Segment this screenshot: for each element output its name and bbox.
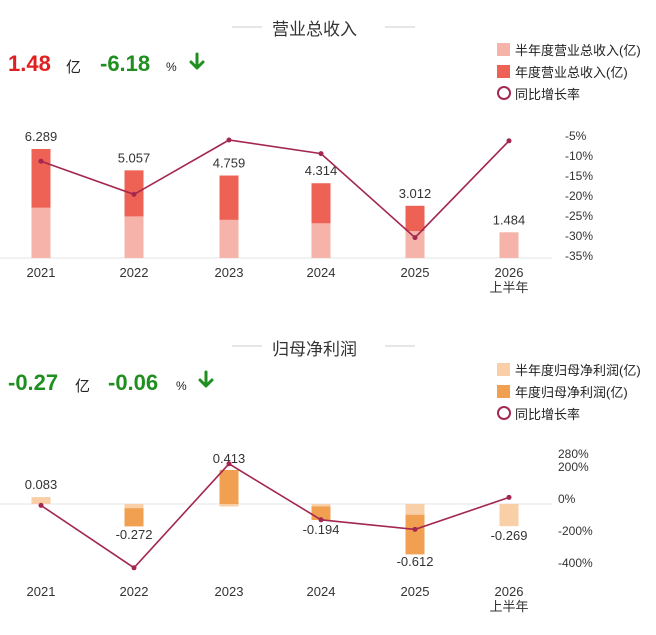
profit-legend: 半年度归母净利润(亿) 年度归母净利润(亿) 同比增长率 bbox=[497, 358, 641, 424]
profit-growth-point bbox=[226, 461, 232, 467]
annual-profit-bar bbox=[219, 470, 239, 504]
revenue-data-label: 1.484 bbox=[493, 212, 526, 227]
revenue-x-tick-label: 2026 bbox=[495, 265, 524, 280]
annual-revenue-bar bbox=[405, 205, 425, 232]
annual-revenue-bar bbox=[219, 175, 239, 220]
legend-item[interactable]: 半年度营业总收入(亿) bbox=[497, 38, 641, 60]
revenue-data-label: 6.289 bbox=[25, 129, 58, 144]
profit-growth-point bbox=[412, 526, 418, 532]
revenue-kpi-value: 1.48 bbox=[8, 51, 51, 76]
revenue-y2-tick-label: -35% bbox=[565, 249, 593, 263]
half-year-revenue-bar bbox=[405, 231, 425, 258]
profit-y2-tick-label: 200% bbox=[558, 460, 589, 474]
legend-label: 年度营业总收入(亿) bbox=[515, 64, 628, 80]
profit-data-label: 0.083 bbox=[25, 477, 58, 492]
revenue-data-label: 4.759 bbox=[213, 156, 246, 171]
profit-x-tick-label: 上半年 bbox=[489, 599, 528, 614]
legend-item[interactable]: 年度营业总收入(亿) bbox=[497, 60, 641, 82]
profit-data-label: 0.413 bbox=[213, 451, 246, 466]
profit-x-tick-label: 2022 bbox=[120, 584, 149, 599]
half-year-profit-bar bbox=[405, 504, 425, 515]
profit-kpi-value: -0.27 bbox=[8, 370, 59, 395]
half-year-revenue-bar bbox=[31, 207, 51, 258]
revenue-y2-tick-label: -20% bbox=[565, 189, 593, 203]
revenue-x-tick-label: 2022 bbox=[120, 265, 149, 280]
revenue-y2-tick-label: -5% bbox=[565, 129, 587, 143]
profit-kpi-change: -0.06 bbox=[108, 370, 159, 395]
legend-item[interactable]: 同比增长率 bbox=[497, 82, 641, 104]
half-year-revenue-bar bbox=[311, 223, 331, 258]
revenue-kpi-unit: 亿 bbox=[66, 59, 82, 76]
annual-profit-bar bbox=[405, 514, 425, 555]
revenue-legend: 半年度营业总收入(亿) 年度营业总收入(亿) 同比增长率 bbox=[497, 38, 641, 104]
profit-y2-tick-label: 280% bbox=[558, 447, 589, 461]
revenue-title: 营业总收入 bbox=[272, 20, 357, 39]
profit-y2-tick-label: -400% bbox=[558, 556, 593, 570]
legend-label: 年度归母净利润(亿) bbox=[515, 384, 628, 400]
revenue-growth-point bbox=[506, 138, 512, 144]
revenue-growth-line bbox=[40, 139, 510, 239]
legend-label: 半年度归母净利润(亿) bbox=[515, 362, 641, 378]
annual-profit-bar bbox=[31, 497, 51, 504]
profit-growth-point bbox=[38, 502, 44, 508]
profit-y2-tick-label: 0% bbox=[558, 492, 576, 506]
half-year-revenue-bar bbox=[219, 219, 239, 258]
down-arrow-icon bbox=[189, 52, 205, 70]
profit-kpi-pct: % bbox=[176, 379, 187, 393]
profit-growth-point bbox=[318, 517, 324, 523]
revenue-x-tick-label: 2025 bbox=[401, 265, 430, 280]
half-year-revenue-bar bbox=[499, 232, 519, 258]
revenue-y2-tick-label: -10% bbox=[565, 149, 593, 163]
revenue-growth-point bbox=[226, 137, 232, 143]
profit-data-label: -0.612 bbox=[397, 554, 434, 569]
revenue-kpi-pct: % bbox=[166, 60, 177, 74]
revenue-growth-point bbox=[131, 191, 137, 197]
revenue-kpi-change: -6.18 bbox=[100, 51, 151, 76]
down-arrow-icon bbox=[198, 370, 214, 388]
profit-x-tick-label: 2026 bbox=[495, 584, 524, 599]
legend-label: 同比增长率 bbox=[515, 406, 581, 422]
legend-item[interactable]: 年度归母净利润(亿) bbox=[497, 380, 641, 402]
revenue-x-tick-label: 2023 bbox=[215, 265, 244, 280]
half-year-profit-bar bbox=[499, 504, 519, 527]
profit-x-tick-label: 2024 bbox=[307, 584, 336, 599]
annual-revenue-bar bbox=[31, 149, 51, 208]
revenue-growth-point bbox=[412, 235, 418, 241]
profit-x-tick-label: 2021 bbox=[27, 584, 56, 599]
revenue-x-tick-label: 上半年 bbox=[489, 280, 528, 295]
legend-item[interactable]: 同比增长率 bbox=[497, 402, 641, 424]
profit-x-tick-label: 2025 bbox=[401, 584, 430, 599]
half-year-profit-bar bbox=[219, 504, 239, 507]
revenue-x-tick-label: 2024 bbox=[307, 265, 336, 280]
annual-revenue-bar bbox=[311, 183, 331, 224]
profit-y2-tick-label: -200% bbox=[558, 524, 593, 538]
revenue-y2-tick-label: -15% bbox=[565, 169, 593, 183]
profit-data-label: -0.272 bbox=[116, 527, 153, 542]
revenue-data-label: 5.057 bbox=[118, 150, 151, 165]
profit-growth-line bbox=[40, 462, 510, 569]
profit-x-tick-label: 2023 bbox=[215, 584, 244, 599]
revenue-y2-tick-label: -30% bbox=[565, 229, 593, 243]
annual-profit-bar bbox=[124, 508, 144, 527]
half-year-profit-bar bbox=[311, 504, 331, 507]
profit-title: 归母净利润 bbox=[272, 340, 357, 359]
half-year-profit-bar bbox=[124, 504, 144, 509]
half-year-revenue-bar bbox=[124, 216, 144, 258]
revenue-growth-point bbox=[318, 151, 324, 157]
profit-data-label: -0.269 bbox=[491, 528, 528, 543]
legend-label: 同比增长率 bbox=[515, 86, 581, 102]
profit-growth-point bbox=[506, 494, 512, 500]
legend-item[interactable]: 半年度归母净利润(亿) bbox=[497, 358, 641, 380]
revenue-y2-tick-label: -25% bbox=[565, 209, 593, 223]
legend-label: 半年度营业总收入(亿) bbox=[515, 42, 641, 58]
profit-growth-point bbox=[131, 565, 137, 571]
revenue-x-tick-label: 2021 bbox=[27, 265, 56, 280]
revenue-data-label: 4.314 bbox=[305, 163, 338, 178]
revenue-data-label: 3.012 bbox=[399, 186, 432, 201]
profit-data-label: -0.194 bbox=[303, 522, 340, 537]
profit-kpi-unit: 亿 bbox=[75, 378, 91, 395]
revenue-growth-point bbox=[38, 158, 44, 164]
